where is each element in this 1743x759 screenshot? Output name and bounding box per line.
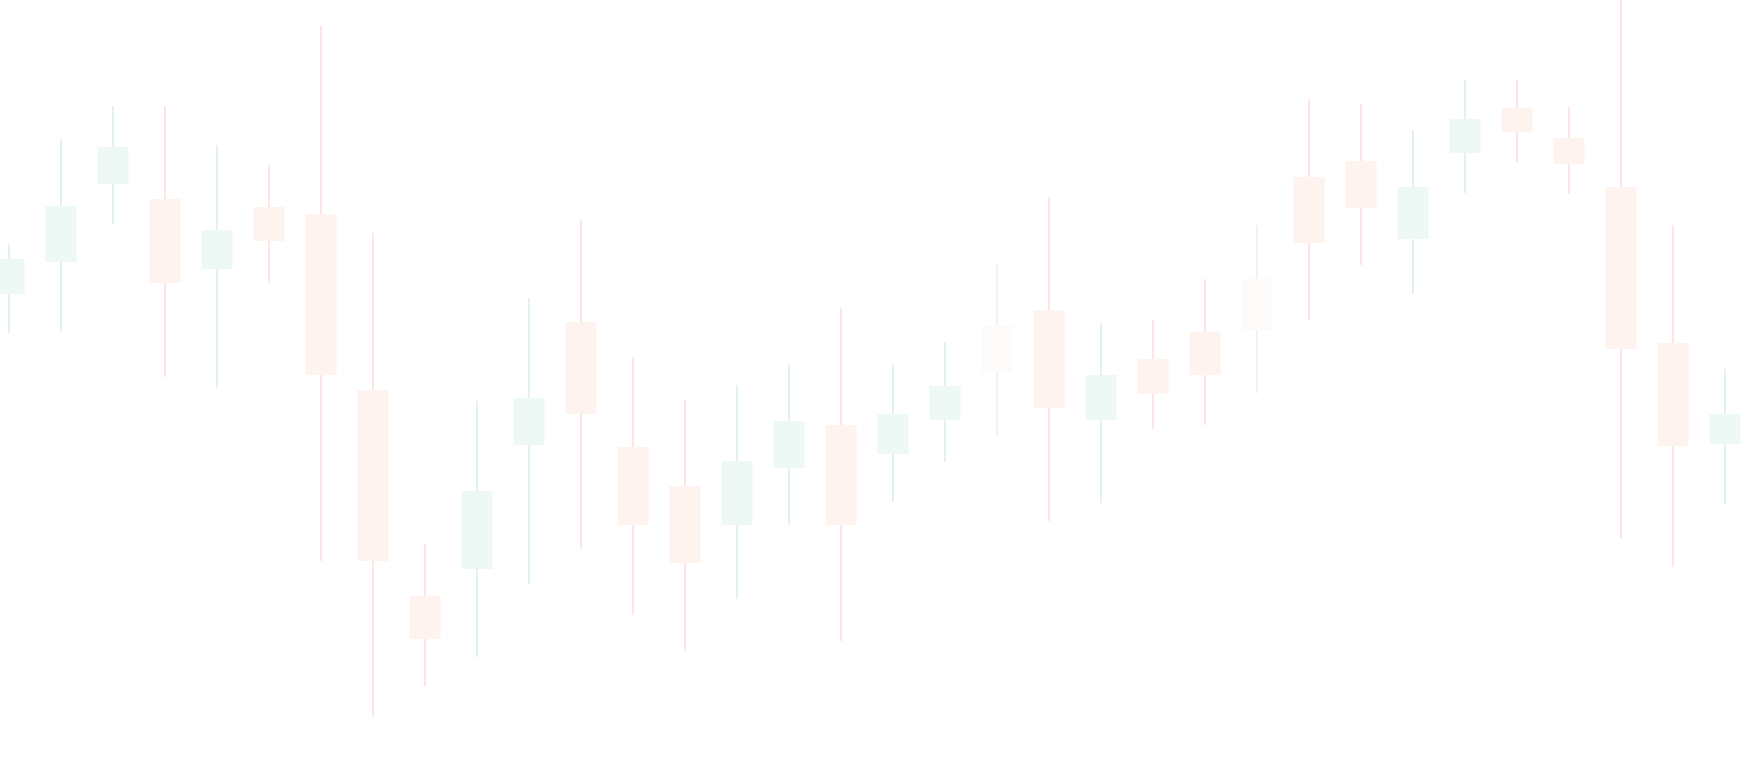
candles-group [0, 0, 1741, 717]
candle-body-33 [1657, 343, 1689, 446]
candle-body-1 [0, 259, 25, 294]
candle-body-5 [201, 230, 233, 269]
candle-body-3 [97, 147, 129, 184]
candle-body-11 [513, 398, 545, 445]
candle-body-24 [1189, 332, 1221, 375]
candle-body-27 [1345, 161, 1377, 208]
candle-body-19 [929, 386, 961, 420]
candle-body-23 [1137, 359, 1169, 394]
candle-body-17 [825, 425, 857, 525]
candle-body-7 [305, 214, 337, 375]
candle-body-20 [981, 326, 1013, 372]
candle-body-4 [149, 199, 181, 283]
candle-body-32 [1605, 187, 1637, 349]
candle-body-12 [565, 322, 597, 414]
candle-body-13 [617, 447, 649, 525]
candle-body-21 [1033, 310, 1065, 408]
candle-body-15 [721, 461, 753, 525]
candle-body-22 [1085, 375, 1117, 420]
candle-body-18 [877, 414, 909, 454]
candle-body-28 [1397, 187, 1429, 239]
candle-body-2 [45, 206, 77, 262]
candle-body-10 [461, 491, 493, 569]
candle-body-8 [357, 390, 389, 561]
candle-body-34 [1709, 414, 1741, 444]
candle-body-9 [409, 596, 441, 639]
candle-body-6 [253, 207, 285, 241]
candle-body-30 [1501, 108, 1533, 132]
candle-body-29 [1449, 119, 1481, 153]
candle-body-25 [1241, 279, 1273, 330]
candle-body-16 [773, 421, 805, 468]
candle-body-26 [1293, 177, 1325, 243]
candle-body-31 [1553, 138, 1585, 164]
candle-body-14 [669, 486, 701, 563]
